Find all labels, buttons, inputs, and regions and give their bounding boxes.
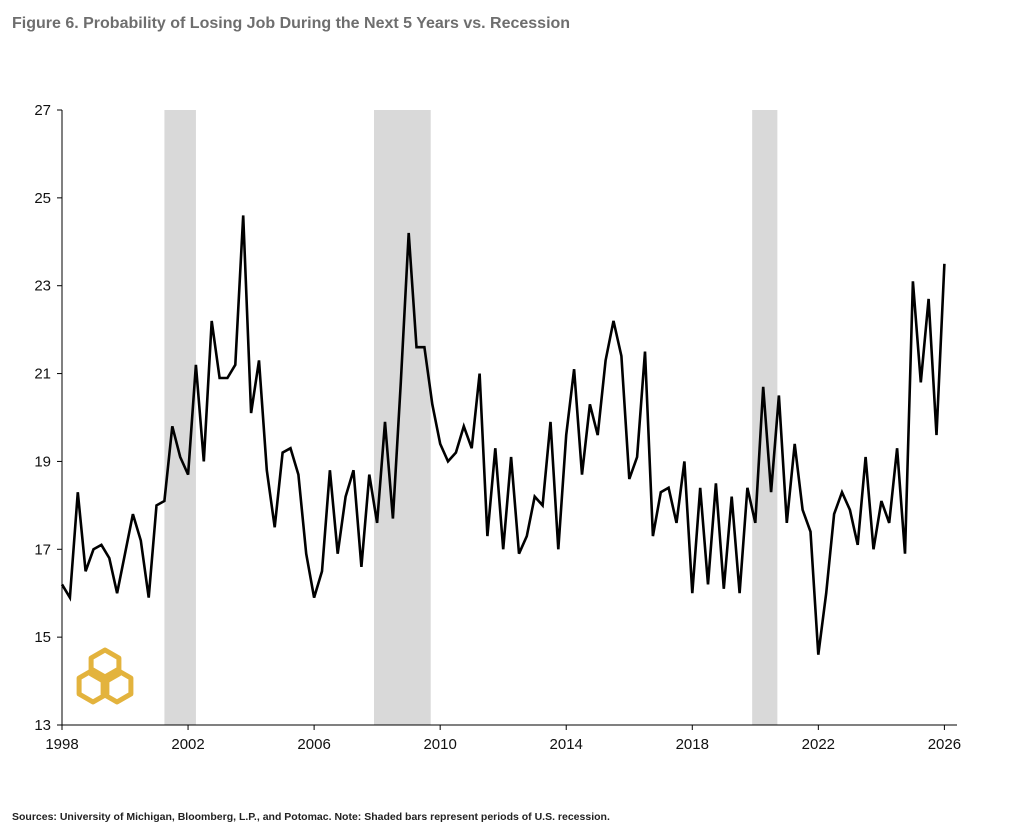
line-chart: 13 15 17 19 21 23 25 27 1998 2002 2006 2010 2014 2018… (34, 102, 961, 753)
x-tick-label-0: 1998 (45, 736, 78, 753)
y-tick-label-2: 17 (34, 541, 51, 558)
x-tick-label-3: 2010 (423, 736, 456, 753)
x-tick-label-7: 2026 (928, 736, 961, 753)
y-tick-label-4: 21 (34, 366, 51, 383)
source-note: Sources: University of Michigan, Bloombe… (12, 811, 610, 823)
x-tick-label-1: 2002 (171, 736, 204, 753)
y-tick-label-6: 25 (34, 190, 51, 207)
x-tick-label-6: 2022 (802, 736, 835, 753)
x-tick-label-5: 2018 (676, 736, 709, 753)
recession-band-1 (373, 110, 431, 725)
y-tick-label-1: 15 (34, 629, 51, 646)
x-tick-label-2: 2006 (297, 736, 330, 753)
recession-bands (164, 110, 778, 725)
y-tick-label-5: 23 (34, 278, 51, 295)
logo-hexagon-2 (100, 667, 134, 705)
x-tick-label-4: 2014 (550, 736, 583, 753)
series-line (60, 215, 946, 655)
recession-band-0 (164, 110, 196, 725)
potomac-hexagon-logo-icon (76, 647, 134, 705)
y-tick-label-3: 19 (34, 453, 51, 470)
chart-title: Figure 6. Probability of Losing Job Duri… (12, 15, 571, 32)
y-tick-label-0: 13 (34, 717, 51, 734)
y-tick-label-7: 27 (34, 102, 51, 119)
series-line-layer (60, 215, 946, 655)
axes: 13 15 17 19 21 23 25 27 1998 2002 2006 2010 2014 2018… (34, 102, 961, 753)
